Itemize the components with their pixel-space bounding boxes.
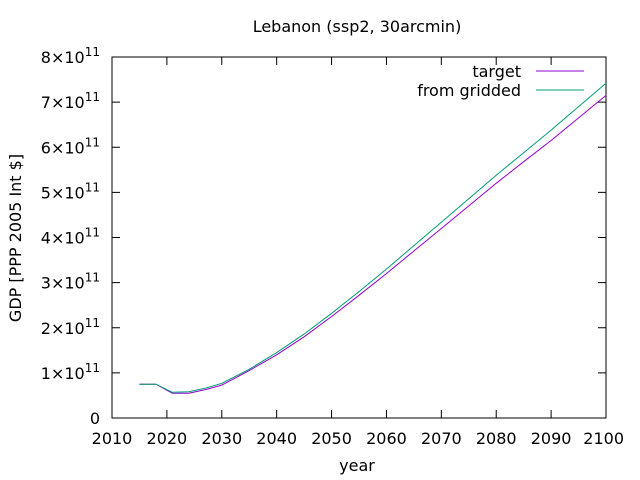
- legend-label: target: [472, 62, 521, 81]
- x-tick-label: 2050: [311, 429, 352, 448]
- x-tick-label: 2040: [256, 429, 297, 448]
- y-tick-label: 8×1011: [41, 45, 100, 67]
- x-tick-label: 2100: [583, 429, 624, 448]
- series-lines: [139, 82, 607, 394]
- x-tick-label: 2060: [366, 429, 407, 448]
- y-axis-ticks: 0 1×1011 2×1011 3×1011 4×1011 5×1011 6×1011 7×1…: [41, 45, 606, 428]
- x-tick-label: 2020: [147, 429, 188, 448]
- y-tick-label: 2×1011: [41, 316, 100, 338]
- x-tick-label: 2010: [92, 429, 133, 448]
- y-tick-label: 6×1011: [41, 135, 100, 157]
- y-tick-label: 7×1011: [41, 90, 100, 112]
- series-line-target: [139, 95, 607, 394]
- y-tick-label: 0: [90, 409, 100, 428]
- y-tick-label: 3×1011: [41, 271, 100, 293]
- y-tick-label: 5×1011: [41, 180, 100, 202]
- x-tick-label: 2090: [531, 429, 572, 448]
- plot-area-border: [111, 56, 607, 419]
- x-tick-label: 2080: [476, 429, 517, 448]
- x-axis-ticks: 2010 2020 2030 2040 2050 2060 2070 2080 2090 2100: [92, 57, 624, 448]
- y-tick-label: 1×1011: [41, 361, 100, 383]
- x-axis-label: year: [339, 456, 375, 475]
- chart-title: Lebanon (ssp2, 30arcmin): [253, 17, 462, 36]
- y-tick-label: 4×1011: [41, 226, 100, 248]
- x-tick-label: 2070: [421, 429, 462, 448]
- x-tick-label: 2030: [201, 429, 242, 448]
- series-line-from-gridded: [139, 82, 607, 393]
- legend-label: from gridded: [417, 81, 521, 100]
- y-axis-label: GDP [PPP 2005 Int $]: [6, 154, 25, 322]
